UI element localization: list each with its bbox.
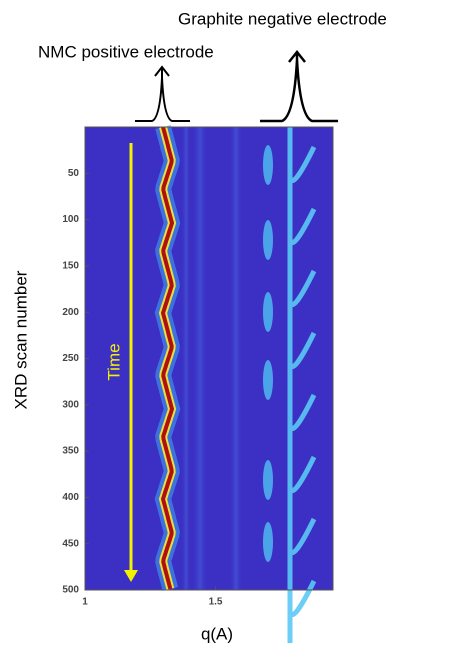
x-tick-label: 1: [82, 597, 88, 608]
plot-area: [85, 124, 333, 643]
time-label: Time: [104, 343, 123, 380]
x-axis-label: q(A): [201, 624, 233, 643]
heatmap-band: [229, 127, 243, 590]
graphite-label: Graphite negative electrode: [178, 9, 387, 28]
nmc-core: [160, 126, 175, 590]
time-arrowhead: [124, 570, 138, 582]
graphite-blob: [263, 145, 273, 185]
graphite-peak-icon: [260, 49, 338, 123]
y-tick-label: 300: [62, 399, 79, 410]
y-tick-label: 400: [62, 492, 79, 503]
y-tick-label: 450: [62, 538, 79, 549]
y-tick-label: 250: [62, 353, 79, 364]
graphite-hooks: [287, 127, 317, 643]
y-tick-label: 150: [62, 261, 79, 272]
y-tick-label: 200: [62, 307, 79, 318]
y-axis-label: XRD scan number: [11, 270, 30, 409]
heatmap-band: [181, 127, 191, 590]
graphite-blob: [263, 292, 273, 332]
x-tick-label: 1.5: [209, 597, 223, 608]
graphite-blob: [263, 220, 273, 260]
graphite-blob: [263, 522, 273, 562]
y-tick-label: 500: [62, 585, 79, 596]
graphite-blob: [263, 460, 273, 500]
y-tick-label: 350: [62, 446, 79, 457]
y-tick-label: 50: [68, 168, 80, 179]
nmc-peak-icon: [135, 65, 190, 122]
heatmap-band: [192, 127, 208, 590]
y-tick-label: 100: [62, 214, 79, 225]
graphite-blob: [263, 360, 273, 400]
nmc-label: NMC positive electrode: [38, 42, 214, 61]
